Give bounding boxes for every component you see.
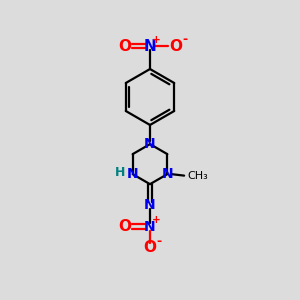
Text: N: N bbox=[144, 39, 156, 54]
Text: +: + bbox=[152, 215, 161, 225]
Text: N: N bbox=[127, 167, 139, 181]
Text: O: O bbox=[118, 219, 131, 234]
Text: H: H bbox=[115, 166, 125, 179]
Text: N: N bbox=[144, 198, 156, 212]
Text: -: - bbox=[157, 235, 162, 248]
Text: O: O bbox=[143, 240, 157, 255]
Text: N: N bbox=[144, 220, 156, 234]
Text: N: N bbox=[144, 137, 156, 151]
Text: -: - bbox=[183, 33, 188, 46]
Text: O: O bbox=[118, 39, 131, 54]
Text: O: O bbox=[169, 39, 182, 54]
Text: CH₃: CH₃ bbox=[187, 171, 208, 181]
Text: +: + bbox=[152, 34, 161, 45]
Text: N: N bbox=[161, 167, 173, 181]
